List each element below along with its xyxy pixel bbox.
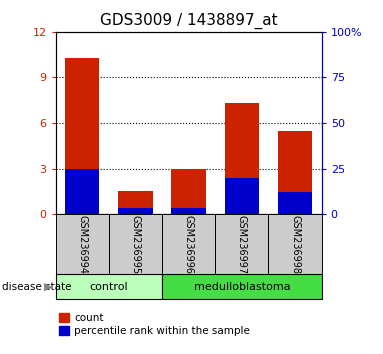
Bar — [224, 178, 259, 214]
Bar — [118, 192, 153, 214]
Bar — [278, 131, 313, 214]
Text: GSM236996: GSM236996 — [183, 215, 194, 274]
Bar — [278, 192, 313, 214]
Title: GDS3009 / 1438897_at: GDS3009 / 1438897_at — [100, 13, 277, 29]
Text: medulloblastoma: medulloblastoma — [193, 282, 290, 292]
Bar — [118, 208, 153, 214]
Bar — [109, 214, 162, 274]
Bar — [65, 169, 100, 214]
Text: GSM236997: GSM236997 — [237, 215, 247, 274]
Bar — [224, 103, 259, 214]
Bar — [56, 274, 162, 299]
Text: disease state: disease state — [2, 282, 71, 292]
Bar — [162, 274, 322, 299]
Bar — [171, 169, 206, 214]
Bar — [56, 214, 109, 274]
Bar — [65, 58, 100, 214]
Text: control: control — [90, 282, 128, 292]
Text: ▶: ▶ — [44, 282, 52, 292]
Bar — [171, 208, 206, 214]
Text: GSM236995: GSM236995 — [130, 215, 141, 274]
Text: GSM236998: GSM236998 — [290, 215, 300, 274]
Bar — [268, 214, 322, 274]
Bar — [162, 214, 215, 274]
Bar — [215, 214, 268, 274]
Legend: count, percentile rank within the sample: count, percentile rank within the sample — [59, 313, 250, 336]
Text: GSM236994: GSM236994 — [77, 215, 87, 274]
